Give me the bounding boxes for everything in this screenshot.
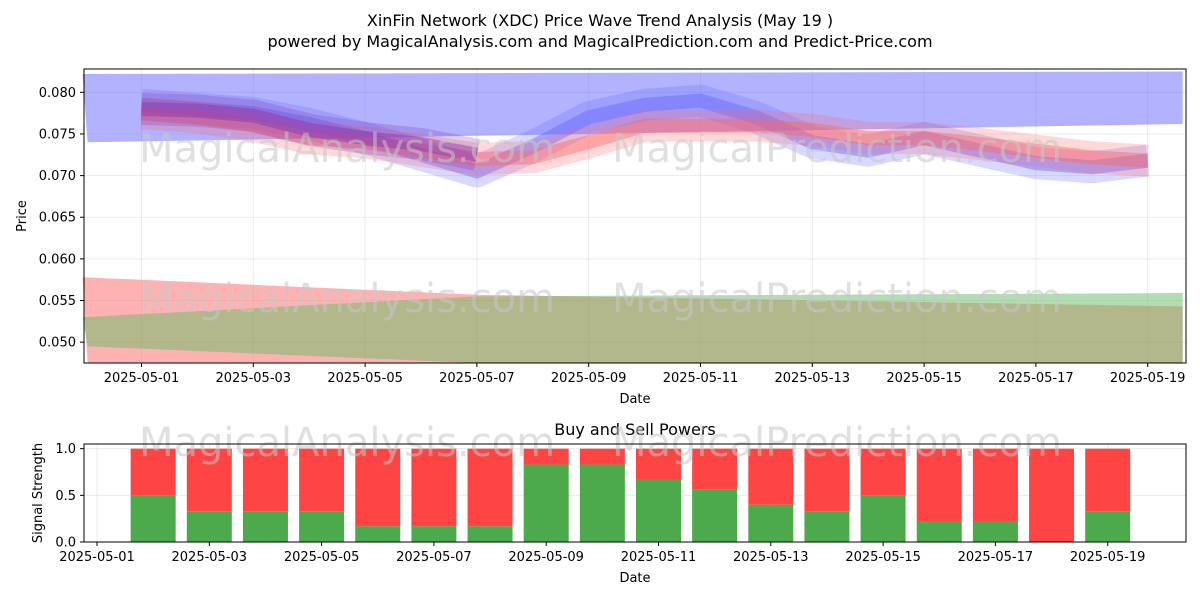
- price-y-tick-label: 0.080: [39, 86, 76, 101]
- price-axes-frame: [83, 68, 1187, 364]
- price-y-tick-label: 0.075: [39, 127, 76, 142]
- buy-bar: [972, 521, 1018, 542]
- price-x-ticks: 2025-05-01 2025-05-03 2025-05-05 2025-05-07…: [104, 363, 1186, 386]
- signal-x-tick-label: 2025-05-09: [508, 550, 584, 565]
- price-x-tick-label: 2025-05-07: [439, 371, 515, 386]
- signal-chart: Buy and Sell Powers MagicalAnalysis.com …: [31, 420, 1187, 586]
- sell-bar: [467, 448, 513, 527]
- buy-bar: [804, 511, 850, 542]
- price-bands: [82, 71, 1183, 363]
- sell-bar: [636, 448, 681, 480]
- price-band-area: [82, 293, 1183, 363]
- sell-bar: [186, 448, 232, 512]
- price-wave-line: [140, 93, 1149, 179]
- sell-bar: [748, 448, 794, 505]
- buy-bar: [748, 504, 794, 542]
- watermark-prediction: MagicalPrediction.com: [612, 276, 1062, 322]
- buy-bar: [579, 464, 625, 542]
- price-x-tick-label: 2025-05-03: [216, 371, 292, 386]
- buy-bar: [523, 464, 569, 542]
- price-chart: MagicalAnalysis.com MagicalPrediction.co…: [15, 68, 1187, 407]
- sell-bar: [972, 448, 1018, 522]
- watermark-analysis: MagicalAnalysis.com: [139, 420, 555, 466]
- price-x-tick-label: 2025-05-11: [663, 371, 739, 386]
- price-x-tick-label: 2025-05-09: [551, 371, 627, 386]
- buy-bar: [242, 511, 288, 542]
- signal-x-tick-label: 2025-05-05: [284, 550, 360, 565]
- price-x-tick-label: 2025-05-19: [1110, 371, 1186, 386]
- chart-title: XinFin Network (XDC) Price Wave Trend An…: [367, 11, 833, 30]
- signal-y-ticks: 0.0 0.5 1.0: [55, 442, 84, 551]
- price-wave-band: [141, 92, 480, 171]
- price-wave-line: [140, 106, 1149, 168]
- watermark-prediction: MagicalPrediction.com: [612, 420, 1062, 466]
- price-x-tick-label: 2025-05-05: [327, 371, 403, 386]
- price-x-tick-label: 2025-05-15: [886, 371, 962, 386]
- buy-bar: [299, 511, 345, 542]
- buy-bar: [916, 521, 962, 542]
- chart-subtitle: powered by MagicalAnalysis.com and Magic…: [267, 32, 932, 51]
- watermark-analysis: MagicalAnalysis.com: [139, 126, 555, 172]
- signal-y-axis-label: Signal Strength: [31, 443, 46, 543]
- sell-bar: [1085, 448, 1131, 512]
- sell-bar: [1029, 448, 1075, 542]
- sell-bar: [411, 448, 457, 527]
- price-x-tick-label: 2025-05-13: [775, 371, 851, 386]
- price-wave-band: [140, 84, 1150, 188]
- signal-x-tick-label: 2025-05-07: [396, 550, 472, 565]
- sell-bar: [523, 448, 569, 465]
- buy-bar: [692, 489, 738, 542]
- price-band-area: [82, 71, 1183, 143]
- buy-bar: [355, 526, 401, 542]
- sell-bar: [804, 448, 850, 512]
- signal-x-tick-label: 2025-05-11: [621, 550, 697, 565]
- price-x-tick-label: 2025-05-17: [998, 371, 1074, 386]
- buy-bar: [860, 495, 906, 542]
- price-y-tick-label: 0.055: [39, 294, 76, 309]
- signal-bars: [130, 448, 1131, 542]
- signal-x-tick-label: 2025-05-17: [958, 550, 1034, 565]
- signal-y-tick-label: 0.5: [55, 489, 76, 504]
- signal-x-tick-label: 2025-05-03: [172, 550, 248, 565]
- buy-bar: [467, 526, 513, 542]
- sell-bar: [916, 448, 962, 522]
- watermark-prediction: MagicalPrediction.com: [612, 126, 1062, 172]
- buy-bar: [1085, 511, 1131, 542]
- signal-x-tick-label: 2025-05-01: [59, 550, 135, 565]
- signal-axes-frame: [83, 443, 1187, 543]
- price-y-tick-label: 0.070: [39, 169, 76, 184]
- price-y-tick-label: 0.065: [39, 211, 76, 226]
- buy-bar: [130, 495, 176, 542]
- sell-bar: [130, 448, 176, 496]
- sell-bar: [579, 448, 625, 465]
- signal-x-tick-label: 2025-05-15: [845, 550, 921, 565]
- price-y-ticks: 0.050 0.055 0.060 0.065 0.070 0.075 0.080: [39, 86, 84, 351]
- buy-bar: [411, 526, 457, 542]
- signal-x-tick-label: 2025-05-13: [733, 550, 809, 565]
- price-wave-band: [140, 97, 1149, 177]
- price-y-tick-label: 0.060: [39, 252, 76, 267]
- price-x-tick-label: 2025-05-01: [104, 371, 180, 386]
- sell-bar: [299, 448, 345, 512]
- buy-bar: [636, 479, 681, 542]
- sell-bar: [860, 448, 906, 496]
- price-x-axis-label: Date: [619, 392, 650, 407]
- signal-y-tick-label: 0.0: [55, 536, 76, 551]
- price-y-axis-label: Price: [15, 200, 30, 232]
- price-wave-lines: [140, 84, 1150, 188]
- sell-bar: [692, 448, 738, 490]
- price-y-tick-label: 0.050: [39, 336, 76, 351]
- signal-x-axis-label: Date: [619, 571, 650, 586]
- watermark-analysis: MagicalAnalysis.com: [139, 276, 555, 322]
- sell-bar: [355, 448, 401, 527]
- sell-bar: [242, 448, 288, 512]
- signal-x-ticks: 2025-05-01 2025-05-03 2025-05-05 2025-05-07…: [59, 542, 1145, 565]
- price-wave-line: [141, 101, 479, 162]
- buy-bar: [186, 511, 232, 542]
- signal-x-tick-label: 2025-05-19: [1070, 550, 1146, 565]
- signal-y-tick-label: 1.0: [55, 442, 76, 457]
- signal-chart-title: Buy and Sell Powers: [554, 420, 716, 439]
